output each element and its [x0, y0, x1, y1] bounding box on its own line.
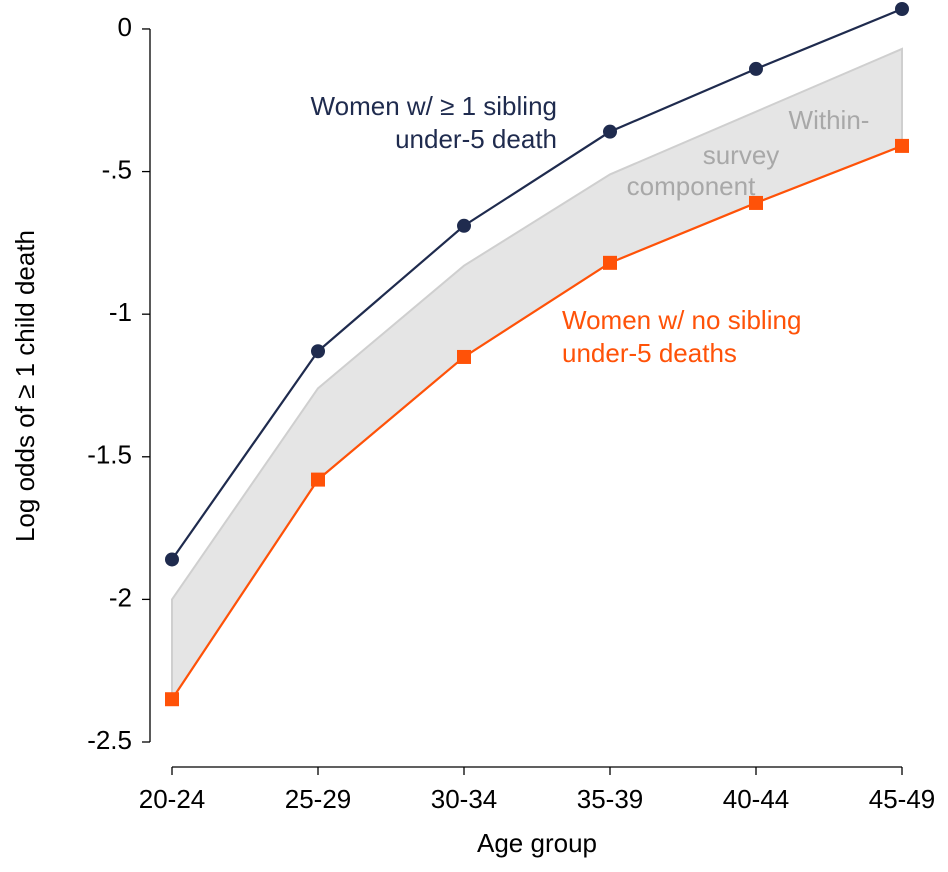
point: [749, 195, 763, 210]
point: [895, 2, 909, 16]
y-tick-label: -1: [109, 297, 132, 327]
point: [749, 61, 763, 76]
band-label: survey: [703, 140, 780, 170]
x-tick-label: 20-24: [139, 784, 206, 814]
point: [311, 344, 325, 359]
x-tick-label: 40-44: [723, 784, 790, 814]
series-line: [171, 7, 903, 561]
point: [895, 138, 909, 153]
band-label: component: [627, 171, 756, 201]
point: [603, 124, 617, 139]
point: [165, 692, 179, 707]
x-tick-label: 45-49: [869, 784, 936, 814]
series-label: under-5 deaths: [562, 338, 737, 368]
point: [603, 255, 617, 270]
x-tick-label: 35-39: [577, 784, 644, 814]
series-label: Women w/ no sibling: [562, 305, 801, 335]
point: [457, 349, 471, 364]
point: [165, 552, 179, 567]
y-tick-label: -1.5: [87, 440, 132, 470]
x-tick-label: 25-29: [285, 784, 352, 814]
x-tick-label: 30-34: [431, 784, 498, 814]
series-line: [171, 144, 903, 700]
y-tick-label: -.5: [102, 154, 132, 184]
x-axis-title: Age group: [477, 828, 597, 858]
y-tick-label: 0: [118, 12, 132, 42]
y-tick-label: -2: [109, 582, 132, 612]
y-axis-title: Log odds of ≥ 1 child death: [10, 230, 40, 542]
series-label: under-5 death: [395, 124, 557, 154]
band-label: Within-: [789, 105, 870, 135]
series-label: Women w/ ≥ 1 sibling: [311, 91, 557, 121]
point: [311, 472, 325, 487]
y-tick-label: -2.5: [87, 725, 132, 755]
point: [457, 218, 471, 233]
